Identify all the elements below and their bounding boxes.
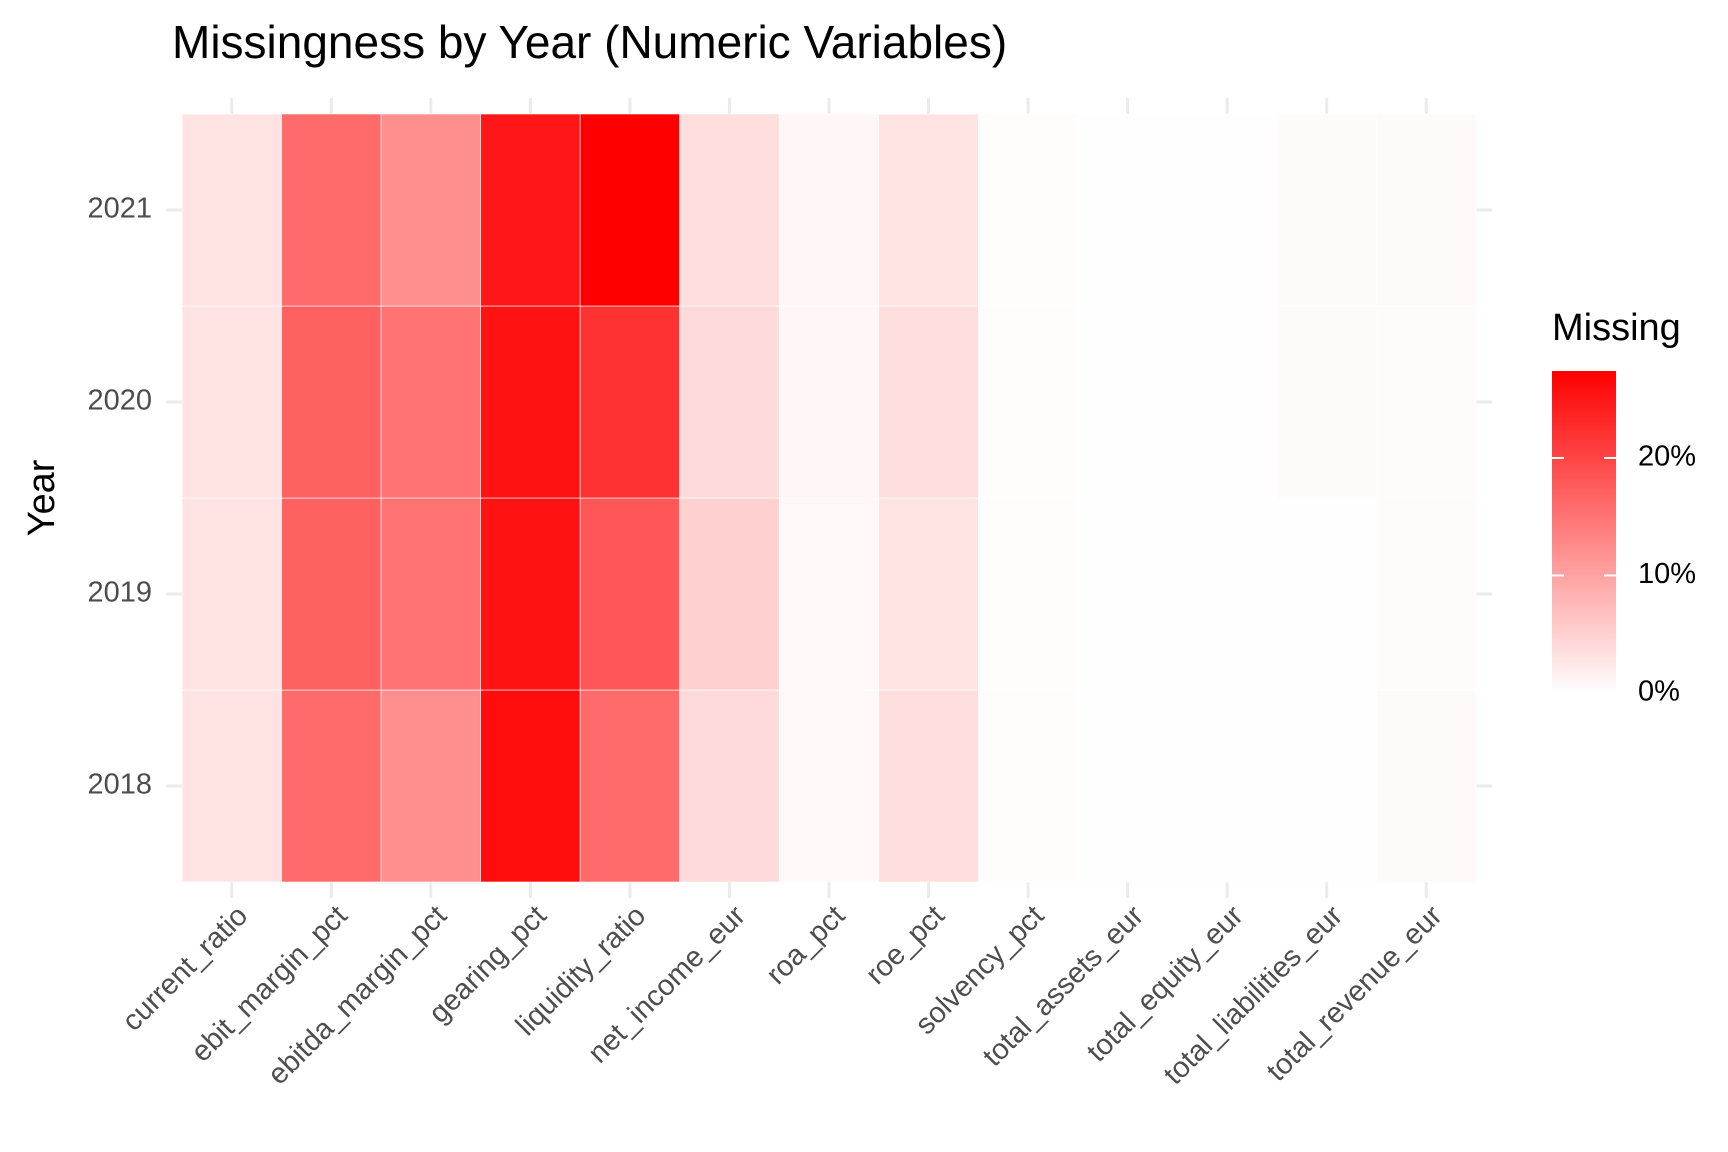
heatmap-cell xyxy=(878,689,979,883)
heatmap-cell xyxy=(281,689,382,883)
heatmap-cell xyxy=(380,113,481,307)
heatmap-cell xyxy=(1077,689,1178,883)
heatmap-cell xyxy=(1376,497,1477,691)
heatmap-cell xyxy=(679,113,780,307)
heatmap-cell xyxy=(978,497,1079,691)
heatmap-cell xyxy=(878,497,979,691)
heatmap-cell xyxy=(480,689,581,883)
heatmap-cell xyxy=(679,689,780,883)
heatmap-cell xyxy=(1276,497,1377,691)
heatmap-cell xyxy=(181,497,282,691)
heatmap-cell xyxy=(579,305,680,499)
x-tick-label: total_liabilities_eur xyxy=(1158,900,1350,1092)
heatmap-cell xyxy=(978,689,1079,883)
y-tick-label: 2019 xyxy=(87,577,152,609)
heatmap-cell xyxy=(380,305,481,499)
heatmap-cell xyxy=(978,305,1079,499)
heatmap-cell xyxy=(1376,305,1477,499)
legend-tick-label: 20% xyxy=(1638,441,1696,473)
heatmap-cell xyxy=(1077,305,1178,499)
chart-title: Missingness by Year (Numeric Variables) xyxy=(172,16,1007,68)
legend-tick-label: 0% xyxy=(1638,676,1680,708)
heatmap-cell xyxy=(480,113,581,307)
heatmap-cell xyxy=(878,305,979,499)
heatmap-cell xyxy=(480,305,581,499)
heatmap-cell xyxy=(480,497,581,691)
heatmap-cell xyxy=(778,497,880,691)
heatmap-cell xyxy=(778,689,880,883)
heatmap-cell xyxy=(579,689,680,883)
heatmap-cell xyxy=(1077,113,1178,307)
y-tick-label: 2018 xyxy=(87,769,152,801)
x-tick-label: total_revenue_eur xyxy=(1261,900,1449,1088)
heatmap-cell xyxy=(1276,305,1377,499)
heatmap-cell xyxy=(1177,305,1278,499)
heatmap-cell xyxy=(679,305,780,499)
heatmap-cell xyxy=(181,689,282,883)
heatmap-cell xyxy=(380,497,481,691)
legend-title: Missing xyxy=(1552,307,1681,349)
heatmap-cell xyxy=(181,305,282,499)
heatmap-cell xyxy=(978,113,1079,307)
y-tick-label: 2021 xyxy=(87,193,152,225)
heatmap-cell xyxy=(1376,113,1477,307)
y-tick-label: 2020 xyxy=(87,385,152,417)
heatmap-cell xyxy=(1276,689,1377,883)
heatmap-cell xyxy=(380,689,481,883)
heatmap-cell xyxy=(1276,113,1377,307)
heatmap-cell xyxy=(1077,497,1178,691)
heatmap-cell xyxy=(281,113,382,307)
heatmap-cell xyxy=(281,305,382,499)
heatmap-cell xyxy=(679,497,780,691)
heatmap-cell xyxy=(181,113,282,307)
heatmap-cell xyxy=(778,113,880,307)
x-tick-label: roa_pct xyxy=(760,900,851,991)
heatmap-cell xyxy=(878,113,979,307)
y-axis-label: Year xyxy=(21,459,63,536)
heatmap-cell xyxy=(778,305,880,499)
heatmap-cell xyxy=(1177,113,1278,307)
heatmap-cell xyxy=(579,497,680,691)
legend-colorbar xyxy=(1552,371,1616,693)
legend-tick-label: 10% xyxy=(1638,558,1696,590)
heatmap-cell xyxy=(1376,689,1477,883)
heatmap-cell xyxy=(1177,497,1278,691)
heatmap-cell xyxy=(281,497,382,691)
heatmap-cell xyxy=(579,113,680,307)
x-tick-label: roe_pct xyxy=(860,900,951,991)
x-tick-label: ebitda_margin_pct xyxy=(262,900,453,1091)
heatmap-cell xyxy=(1177,689,1278,883)
